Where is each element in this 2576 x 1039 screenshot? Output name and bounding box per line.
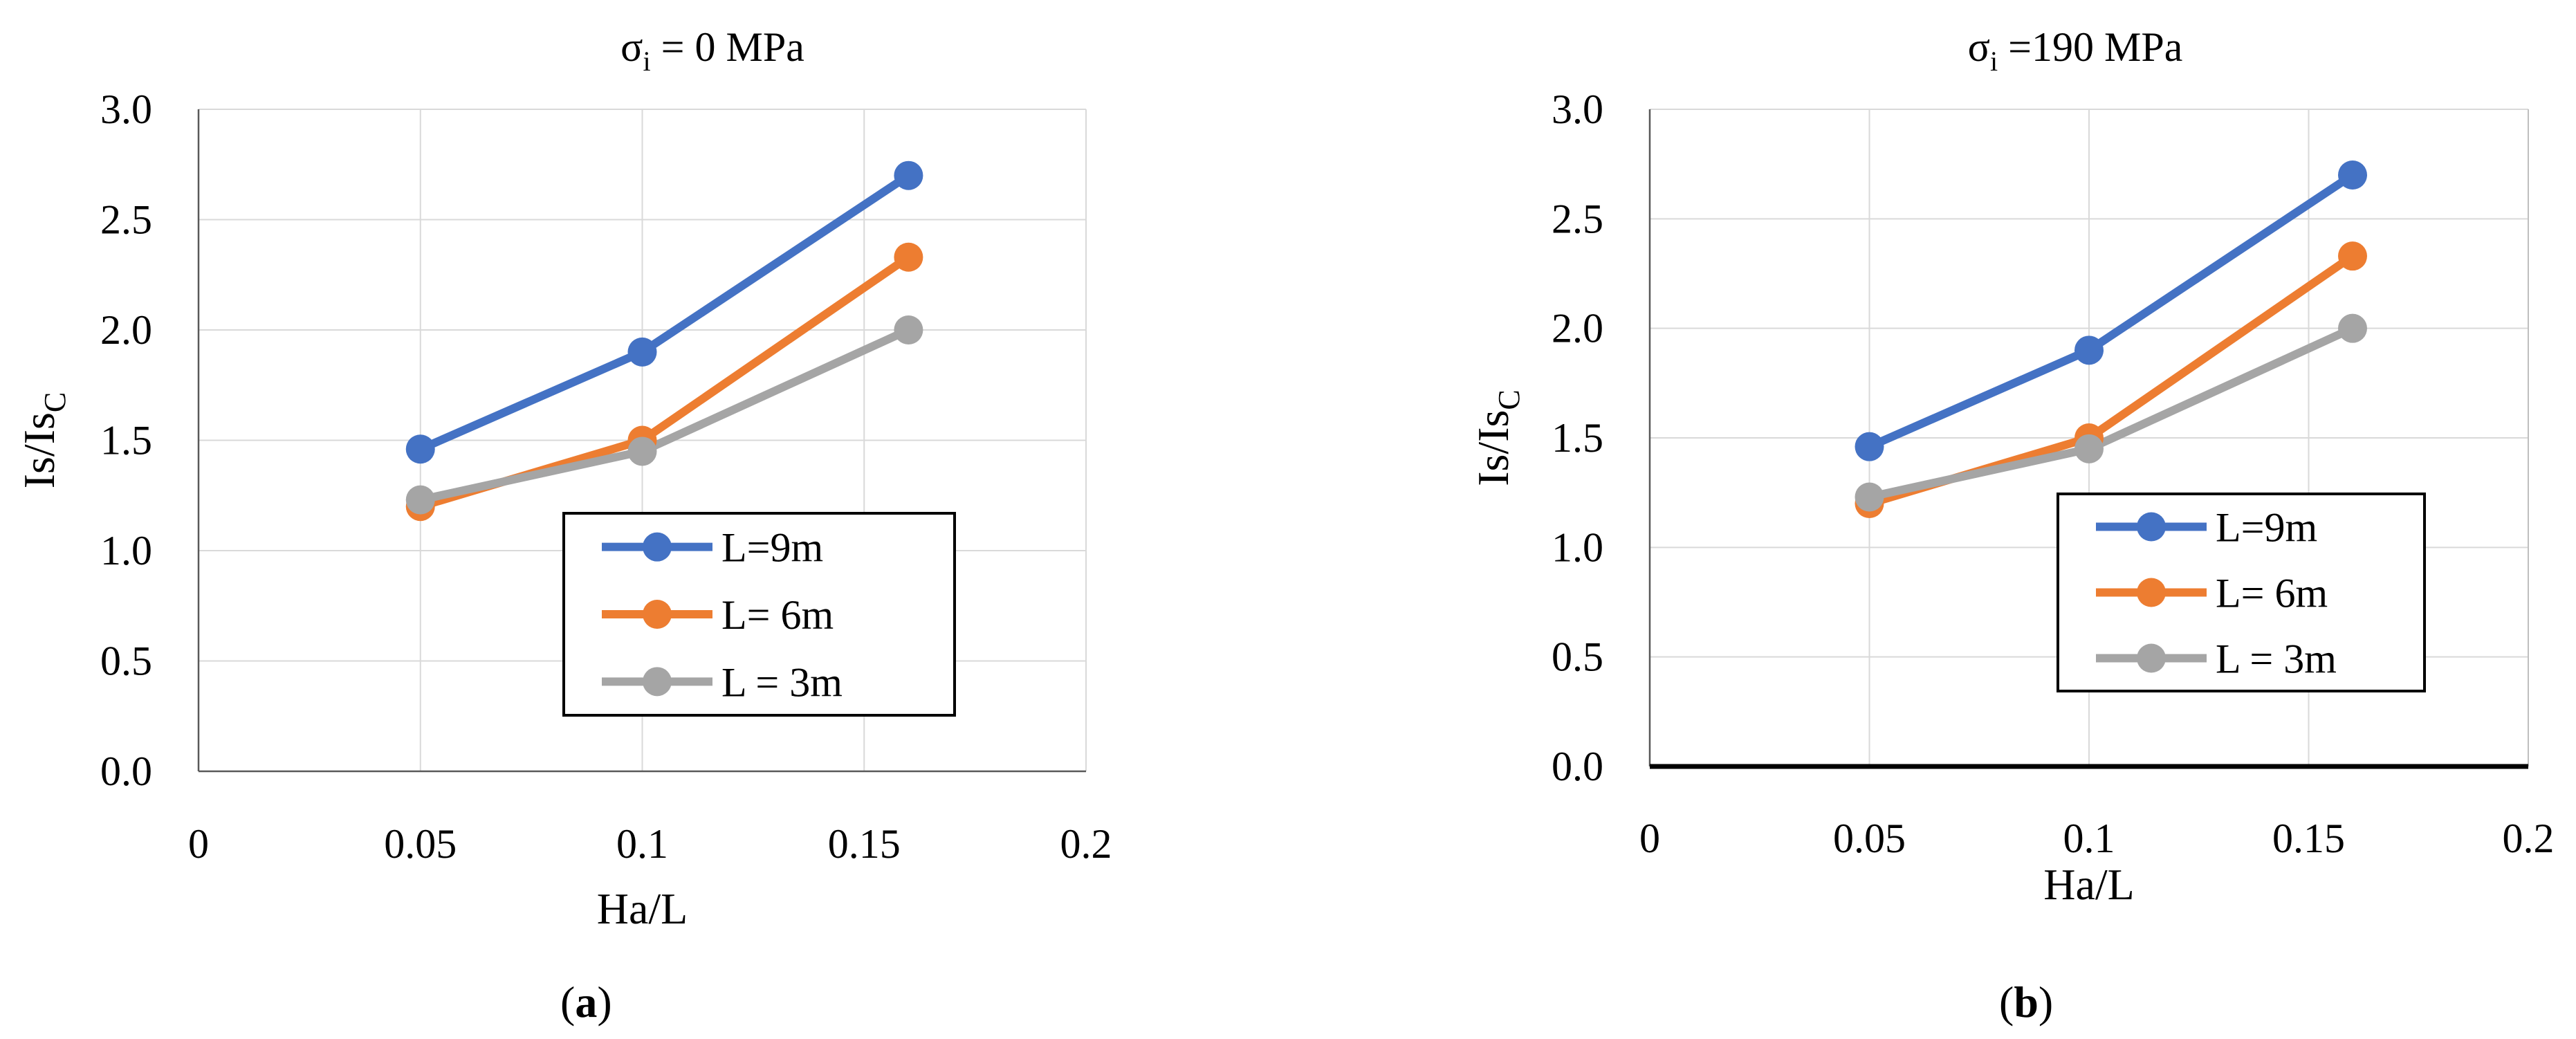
panel-b-legend-label-2: L = 3m	[2216, 636, 2337, 682]
panel-a-ytick-label-4: 2.0	[100, 307, 152, 353]
panel-a-series-line-1	[416, 252, 913, 511]
panel-a-series-0-point-0	[405, 434, 435, 464]
panel-b-legend-marker-2	[2137, 643, 2166, 673]
panel-b-ytick-label-4: 2.0	[1552, 306, 1603, 351]
panel-a-ytick-label-1: 0.5	[100, 638, 152, 684]
panel-b-series-1-point-2	[2338, 241, 2367, 271]
panel-b-ytick-label-2: 1.0	[1552, 524, 1603, 570]
panel-b-xtick-label-1: 0.05	[1833, 816, 1906, 861]
panel-b-legend-marker-0	[2137, 512, 2166, 542]
panel-a-title: σi = 0 MPa	[620, 24, 804, 77]
panel-a-series-2-point-0	[405, 485, 435, 515]
panel-b-series-2-point-2	[2338, 313, 2367, 343]
panel-b-ytick-label-5: 2.5	[1552, 196, 1603, 241]
panel-b-ytick-label-3: 1.5	[1552, 415, 1603, 461]
panel-b-series-0-point-1	[2074, 335, 2104, 365]
panel-a-series-0-point-2	[894, 160, 923, 190]
panel-a-xtick-label-2: 0.1	[616, 821, 668, 867]
panel-b-ytick-label-0: 0.0	[1552, 744, 1603, 789]
panel-a-y-axis-title: Is/IsC	[15, 392, 72, 489]
panel-a-ytick-label-2: 1.0	[100, 528, 152, 573]
panel-b-x-axis-title: Ha/L	[2043, 860, 2135, 909]
panel-b-series-0-point-2	[2338, 160, 2367, 190]
panel-a-legend-label-0: L=9m	[721, 525, 823, 571]
panel-a-legend-label-1: L= 6m	[721, 592, 834, 638]
panel-a-legend-marker-1	[643, 600, 672, 629]
panel-a-panel-label: (a)	[560, 977, 612, 1027]
panel-a-xtick-label-3: 0.15	[828, 821, 901, 867]
panel-a-xtick-label-1: 0.05	[384, 821, 457, 867]
panel-a-series-0-point-1	[627, 337, 657, 367]
panel-a-ytick-label-3: 1.5	[100, 418, 152, 463]
panel-b-legend-label-1: L= 6m	[2216, 571, 2328, 616]
panel-a-series-1-point-2	[894, 242, 923, 272]
panel-a-ytick-label-6: 3.0	[100, 86, 152, 132]
panel-a-chart: 0.0 0.5 1.0 1.5 2.0 2.5 3.0 0 0.05 0.1 0.15 0.2 σi =…	[15, 24, 1112, 1027]
panel-b-series-0-point-0	[1855, 432, 1884, 461]
panel-b-xtick-label-0: 0	[1639, 816, 1660, 861]
panel-b-title: σi =190 MPa	[1968, 24, 2183, 77]
panel-a-x-axis-title: Ha/L	[597, 884, 688, 933]
panel-b-xtick-label-2: 0.1	[2063, 816, 2115, 861]
panel-a-legend-marker-2	[643, 667, 672, 697]
panel-b-ytick-label-6: 3.0	[1552, 86, 1603, 132]
panel-a-xtick-label-4: 0.2	[1060, 821, 1112, 867]
panel-b-legend-label-0: L=9m	[2216, 505, 2317, 551]
panel-b-series-line-1	[1865, 252, 2357, 508]
panel-a-xtick-label-0: 0	[188, 821, 209, 867]
panel-b-xtick-label-3: 0.15	[2272, 816, 2345, 861]
panel-a-series-2-point-1	[627, 436, 657, 466]
panel-b-y-axis-title: Is/IsC	[1469, 389, 1526, 486]
panel-b-series-2-point-0	[1855, 482, 1884, 512]
panel-b-chart: 0.0 0.5 1.0 1.5 2.0 2.5 3.0 0 0.05 0.1 0.15 0.2 σi =…	[1469, 24, 2555, 1027]
panel-a-ytick-label-0: 0.0	[100, 748, 152, 794]
panel-b-ytick-label-1: 0.5	[1552, 634, 1603, 680]
panel-a-legend-marker-0	[643, 532, 672, 562]
panel-b-legend-marker-1	[2137, 578, 2166, 607]
panel-b-xtick-label-4: 0.2	[2503, 816, 2555, 861]
panel-a-series-2-point-2	[894, 315, 923, 344]
panel-a-ytick-label-5: 2.5	[100, 197, 152, 243]
panel-a-legend-label-2: L = 3m	[721, 659, 843, 705]
panel-b-series-2-point-1	[2074, 434, 2104, 463]
panel-b-panel-label: (b)	[1999, 977, 2053, 1027]
